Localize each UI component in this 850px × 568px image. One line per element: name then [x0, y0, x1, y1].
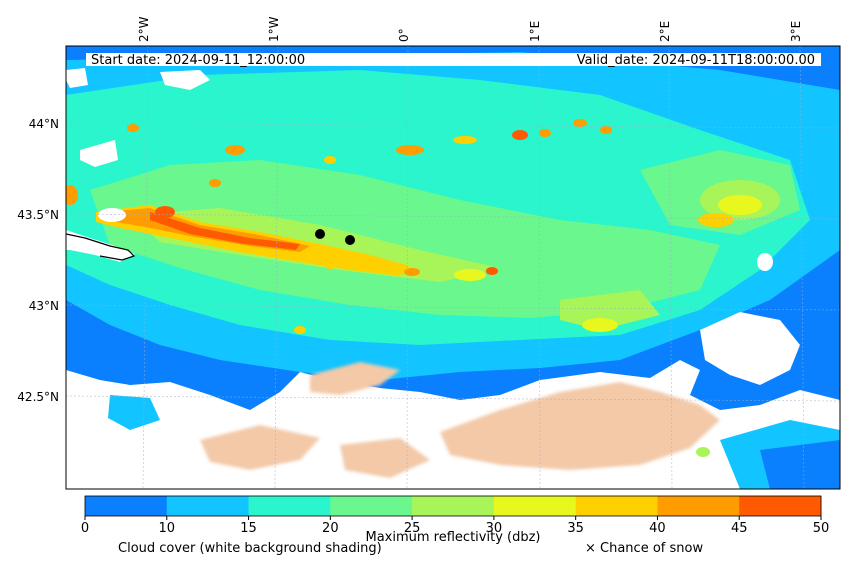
- convective-cell: [396, 145, 424, 155]
- meridian: [274, 46, 279, 489]
- lon-tick-label: 1°W: [267, 16, 281, 42]
- colorbar-segment: [739, 496, 822, 516]
- station-marker-2: [345, 235, 355, 245]
- cloud-free-patch: [98, 208, 126, 222]
- parallel: [66, 395, 840, 402]
- terrain-ridge: [200, 425, 320, 470]
- convective-cell: [209, 179, 221, 187]
- reflectivity-yellow-blob: [454, 269, 486, 281]
- map-frame: [65, 45, 841, 490]
- colorbar-segment: [493, 496, 577, 516]
- colorbar-segment: [85, 496, 168, 516]
- convective-cell: [486, 267, 498, 275]
- colorbar-ticks: 0 10 15 20 25 30 35 40 45 50: [81, 516, 829, 536]
- colorbar-segment: [412, 496, 495, 516]
- convective-cell: [539, 129, 551, 137]
- colorbar-segment: [657, 496, 740, 516]
- snow-legend: × Chance of snow: [585, 541, 703, 556]
- colorbar-segment: [575, 496, 658, 516]
- southern-echoes: [108, 395, 840, 489]
- convective-cell: [512, 130, 528, 140]
- meridian: [668, 46, 673, 489]
- colorbar-title: Maximum reflectivity (dbz): [366, 530, 541, 545]
- southern-echo: [760, 440, 840, 489]
- meridian: [538, 46, 541, 489]
- lon-tick-label: 2°W: [137, 16, 151, 42]
- colorbar-tick-label: 35: [567, 521, 584, 536]
- terrain-ridge: [440, 382, 720, 470]
- convective-cell: [127, 124, 139, 132]
- meridian: [799, 46, 805, 489]
- colorbar-tick-label: 45: [731, 521, 748, 536]
- convective-cell: [573, 119, 587, 127]
- colorbar-segment: [330, 496, 413, 516]
- lat-tick-label: 42.5°N: [17, 390, 59, 404]
- map-area: [66, 46, 840, 489]
- convective-cell: [324, 261, 336, 269]
- valid-date-label: Valid_date: 2024-09-11T18:00:00.00: [577, 53, 815, 68]
- coastline: [66, 233, 136, 261]
- lon-tick-label: 0°: [397, 28, 411, 42]
- lon-tick-label: 3°E: [789, 21, 803, 42]
- terrain-ridge: [340, 438, 430, 478]
- colorbar-segments: [85, 496, 822, 516]
- station-marker-1: [315, 229, 325, 239]
- cloud-cover-legend: Cloud cover (white background shading): [118, 541, 382, 556]
- cloud-free-west-edge: [66, 68, 88, 88]
- terrain-ridge: [310, 362, 400, 395]
- terrain-shading: [200, 362, 720, 478]
- colorbar-tick-label: 30: [486, 521, 503, 536]
- reflectivity-yellow-blob: [582, 318, 618, 332]
- colorbar: 0 10 15 20 25 30 35 40 45 50: [81, 495, 829, 536]
- convective-cell: [324, 156, 336, 164]
- parallel: [66, 304, 840, 311]
- cloud-free-patch: [757, 253, 773, 271]
- parallel: [66, 122, 840, 129]
- lat-tick-label: 43°N: [29, 299, 59, 313]
- colorbar-frame: [84, 495, 822, 517]
- colorbar-tick-label: 20: [322, 521, 339, 536]
- colorbar-tick-label: 0: [81, 521, 89, 536]
- date-banner: [86, 53, 821, 66]
- cloud-free-east: [700, 312, 800, 385]
- convective-cell: [294, 326, 306, 334]
- lon-tick-label: 1°E: [528, 21, 542, 42]
- latitude-tick-labels: 44°N 43.5°N 43°N 42.5°N: [17, 117, 59, 404]
- cloud-free-north-edge: [160, 70, 210, 90]
- reflectivity-yellow-blob: [718, 195, 762, 215]
- colorbar-tick-label: 25: [404, 521, 421, 536]
- colorbar-segment: [166, 496, 250, 516]
- lon-tick-label: 2°E: [658, 21, 672, 42]
- colorbar-tick-label: 40: [649, 521, 666, 536]
- convective-cell: [404, 268, 420, 276]
- convective-cell: [225, 145, 245, 155]
- colorbar-tick-label: 10: [159, 521, 176, 536]
- colorbar-segment: [248, 496, 331, 516]
- colorbar-tick-label: 15: [240, 521, 257, 536]
- convective-cells: [66, 119, 612, 334]
- meridian: [142, 46, 149, 489]
- lat-tick-label: 43.5°N: [17, 208, 59, 222]
- reflectivity-gold-blob: [698, 213, 734, 227]
- meridian: [406, 46, 409, 489]
- longitude-tick-labels: 2°W 1°W 0° 1°E 2°E 3°E: [137, 16, 803, 42]
- colorbar-tick-label: 50: [813, 521, 830, 536]
- southern-echo: [696, 447, 710, 457]
- southern-echo: [108, 395, 160, 430]
- start-date-label: Start date: 2024-09-11_12:00:00: [91, 53, 305, 68]
- convective-cell: [453, 136, 477, 144]
- convective-cell: [600, 126, 612, 134]
- reflectivity-lime-core-east: [560, 290, 660, 330]
- convective-cell: [155, 206, 175, 218]
- convective-line-core: [150, 212, 300, 250]
- station-markers: [315, 229, 355, 245]
- lat-tick-label: 44°N: [29, 117, 59, 131]
- map-gridlines: [66, 46, 840, 489]
- cloud-free-northwest: [80, 140, 118, 167]
- reflectivity-green-field: [90, 160, 720, 318]
- parallel: [66, 213, 840, 220]
- convective-cell: [66, 185, 78, 205]
